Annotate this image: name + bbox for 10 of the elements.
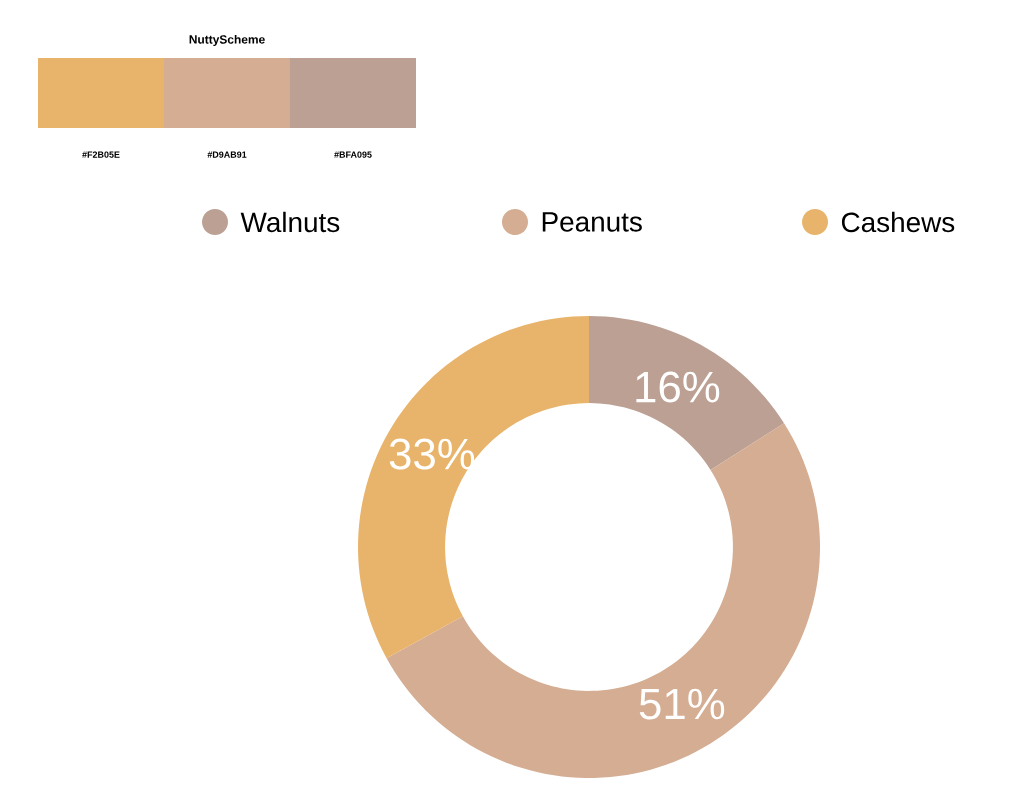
legend-label: Peanuts: [542, 212, 642, 232]
data-label: 16%: [636, 371, 720, 403]
data-label: 33%: [389, 438, 475, 470]
category-label: #F2B05E: [82, 151, 120, 158]
legend-label: Walnuts: [240, 211, 340, 233]
category-label: #BFA095: [334, 151, 372, 158]
text: NuttyScheme: [189, 34, 265, 47]
legend-label: Cashews: [841, 211, 955, 233]
data-label: 51%: [639, 688, 725, 720]
category-label: #D9AB91: [207, 151, 247, 158]
